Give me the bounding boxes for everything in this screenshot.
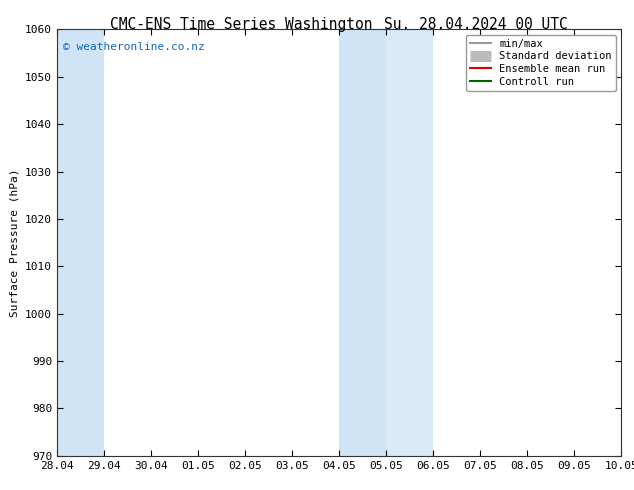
Bar bbox=[57, 29, 104, 456]
Bar bbox=[386, 29, 433, 456]
Text: CMC-ENS Time Series Washington: CMC-ENS Time Series Washington bbox=[110, 17, 372, 32]
Text: Su. 28.04.2024 00 UTC: Su. 28.04.2024 00 UTC bbox=[384, 17, 567, 32]
Bar bbox=[339, 29, 386, 456]
Y-axis label: Surface Pressure (hPa): Surface Pressure (hPa) bbox=[10, 168, 20, 317]
Text: © weatheronline.co.nz: © weatheronline.co.nz bbox=[63, 42, 204, 52]
Legend: min/max, Standard deviation, Ensemble mean run, Controll run: min/max, Standard deviation, Ensemble me… bbox=[466, 35, 616, 91]
